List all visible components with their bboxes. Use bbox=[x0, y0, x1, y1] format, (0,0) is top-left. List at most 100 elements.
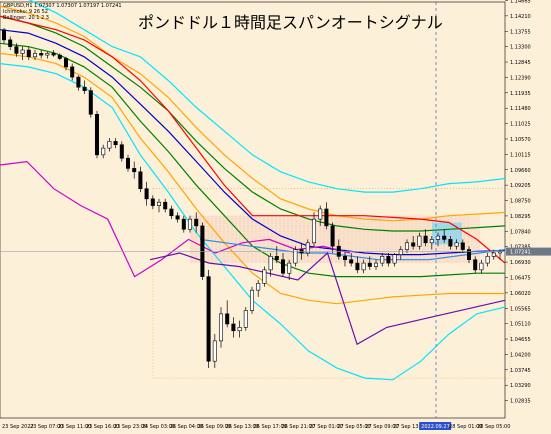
plot-area bbox=[0, 1, 506, 419]
price-tick-label: 1.04655 bbox=[510, 337, 531, 343]
time-tick-label: 23 Sep 11:00 bbox=[58, 424, 91, 430]
candle-bull bbox=[293, 249, 298, 264]
price-tick-label: 1.11935 bbox=[510, 91, 531, 97]
chart-title: ポンドドル１時間足スパンオートシグナル bbox=[138, 13, 443, 32]
price-tick-label: 1.03745 bbox=[510, 368, 531, 374]
candle-bull bbox=[107, 141, 112, 149]
price-tick-label: 1.04200 bbox=[510, 352, 531, 358]
candle-bear bbox=[386, 256, 391, 264]
bollinger-info-line: Bollinger: 20 1 2 3 bbox=[3, 15, 49, 21]
candle-bull bbox=[398, 249, 403, 255]
time-tick-label: 26 Sep 17:00 bbox=[254, 424, 287, 430]
candle-bull bbox=[243, 310, 248, 328]
price-tick-label: 1.12845 bbox=[510, 60, 531, 66]
price-tick-label: 1.08295 bbox=[510, 214, 531, 220]
candle-bull bbox=[380, 256, 385, 264]
candle-bear bbox=[76, 76, 81, 88]
symbol-info-line: GBPUSD,H1 1.07307 1.07307 1.07197 1.0724… bbox=[3, 3, 122, 9]
candle-bear bbox=[324, 208, 329, 227]
candle-bear bbox=[349, 259, 354, 264]
series-tenkan-sen bbox=[149, 251, 506, 346]
candle-bull bbox=[101, 147, 106, 156]
candle-bull bbox=[45, 53, 50, 56]
price-tick-label: 1.05565 bbox=[510, 306, 531, 312]
series-kijun-sen bbox=[199, 238, 506, 261]
time-tick-label: 27 Sep 09:00 bbox=[365, 424, 398, 430]
candle-bear bbox=[231, 323, 236, 332]
candle-bull bbox=[311, 218, 317, 244]
candle-bull bbox=[218, 313, 224, 342]
candle-bear bbox=[442, 235, 447, 240]
series-bollinger-mid bbox=[0, 29, 506, 256]
series-bollinger-2sd-lower bbox=[0, 52, 505, 305]
series-senkou-span-a bbox=[0, 15, 506, 264]
price-tick-label: 1.09660 bbox=[510, 168, 531, 174]
candle-bull bbox=[491, 252, 496, 257]
candle-bear bbox=[299, 249, 304, 254]
price-tick-label: 1.13755 bbox=[510, 29, 531, 35]
series-bollinger-1sd-upper bbox=[0, 15, 506, 232]
candle-bear bbox=[144, 188, 149, 200]
candle-bull bbox=[417, 235, 422, 247]
candle-bear bbox=[448, 239, 453, 247]
candle-bull bbox=[262, 269, 267, 284]
time-tick-label: 23 Sep 2022 bbox=[2, 424, 34, 430]
candle-bear bbox=[132, 168, 137, 173]
candle-bear bbox=[119, 144, 124, 159]
time-tick-label: 28 Sep 05:00 bbox=[477, 424, 510, 430]
time-tick-label: 26 Sep 09:00 bbox=[198, 424, 231, 430]
candle-bear bbox=[194, 218, 199, 227]
time-tick-label: 24 Sep 03:00 bbox=[142, 424, 175, 430]
candle-bear bbox=[473, 259, 478, 271]
time-tick-label: 26 Sep 04:00 bbox=[170, 424, 203, 430]
candle-bull bbox=[454, 242, 459, 247]
candle-bear bbox=[63, 58, 69, 68]
price-tick-label: 1.08750 bbox=[510, 199, 531, 205]
price-tick-label: 1.06020 bbox=[510, 291, 531, 297]
candle-bear bbox=[82, 86, 87, 91]
candle-bull bbox=[392, 254, 397, 264]
candle-bull bbox=[361, 262, 366, 271]
candle-bear bbox=[88, 90, 93, 115]
candle-bear bbox=[200, 225, 205, 277]
time-highlight-badge bbox=[419, 422, 452, 430]
current-price-badge bbox=[506, 247, 551, 256]
candle-bear bbox=[466, 249, 472, 261]
price-tick-label: 1.10570 bbox=[510, 137, 531, 143]
candle-bull bbox=[404, 242, 410, 250]
time-highlight-label: 2022.09.27 18:00 bbox=[421, 424, 466, 430]
time-tick-label: 27 Sep 13:00 bbox=[393, 424, 426, 430]
time-tick-label: 27 Sep 05:00 bbox=[337, 424, 370, 430]
candle-bear bbox=[1, 29, 7, 41]
candle-bear bbox=[14, 46, 19, 54]
candle-bull bbox=[212, 340, 217, 362]
candle-bull bbox=[429, 239, 434, 244]
candle-bear bbox=[26, 49, 31, 58]
price-tick-label: 1.13300 bbox=[510, 45, 531, 51]
candle-bear bbox=[57, 54, 62, 59]
signal-highlight-box bbox=[432, 222, 462, 245]
ichimoku-info-line: Ichimoku: 9 26 52 bbox=[3, 9, 48, 15]
candle-bear bbox=[8, 39, 13, 47]
time-tick-label: 26 Sep 21:00 bbox=[281, 424, 314, 430]
candle-bear bbox=[280, 259, 286, 274]
candle-bear bbox=[51, 53, 56, 56]
price-tick-label: 1.06475 bbox=[510, 275, 531, 281]
candle-bear bbox=[175, 215, 180, 220]
candle-bear bbox=[39, 53, 44, 56]
price-tick-label: 1.09205 bbox=[510, 183, 531, 189]
price-tick-label: 1.07840 bbox=[510, 229, 531, 235]
candle-bear bbox=[460, 242, 465, 250]
price-tick-label: 1.10115 bbox=[510, 152, 531, 158]
candle-bear bbox=[181, 218, 186, 230]
candle-bear bbox=[206, 276, 211, 362]
price-tick-label: 1.12390 bbox=[510, 75, 531, 81]
candle-bull bbox=[373, 262, 379, 267]
candle-bear bbox=[423, 235, 428, 244]
time-tick-label: 27 Sep 01:00 bbox=[309, 424, 342, 430]
candle-bear bbox=[274, 256, 279, 261]
candle-bear bbox=[70, 66, 75, 78]
candle-bull bbox=[32, 53, 38, 58]
candle-bull bbox=[305, 242, 310, 254]
